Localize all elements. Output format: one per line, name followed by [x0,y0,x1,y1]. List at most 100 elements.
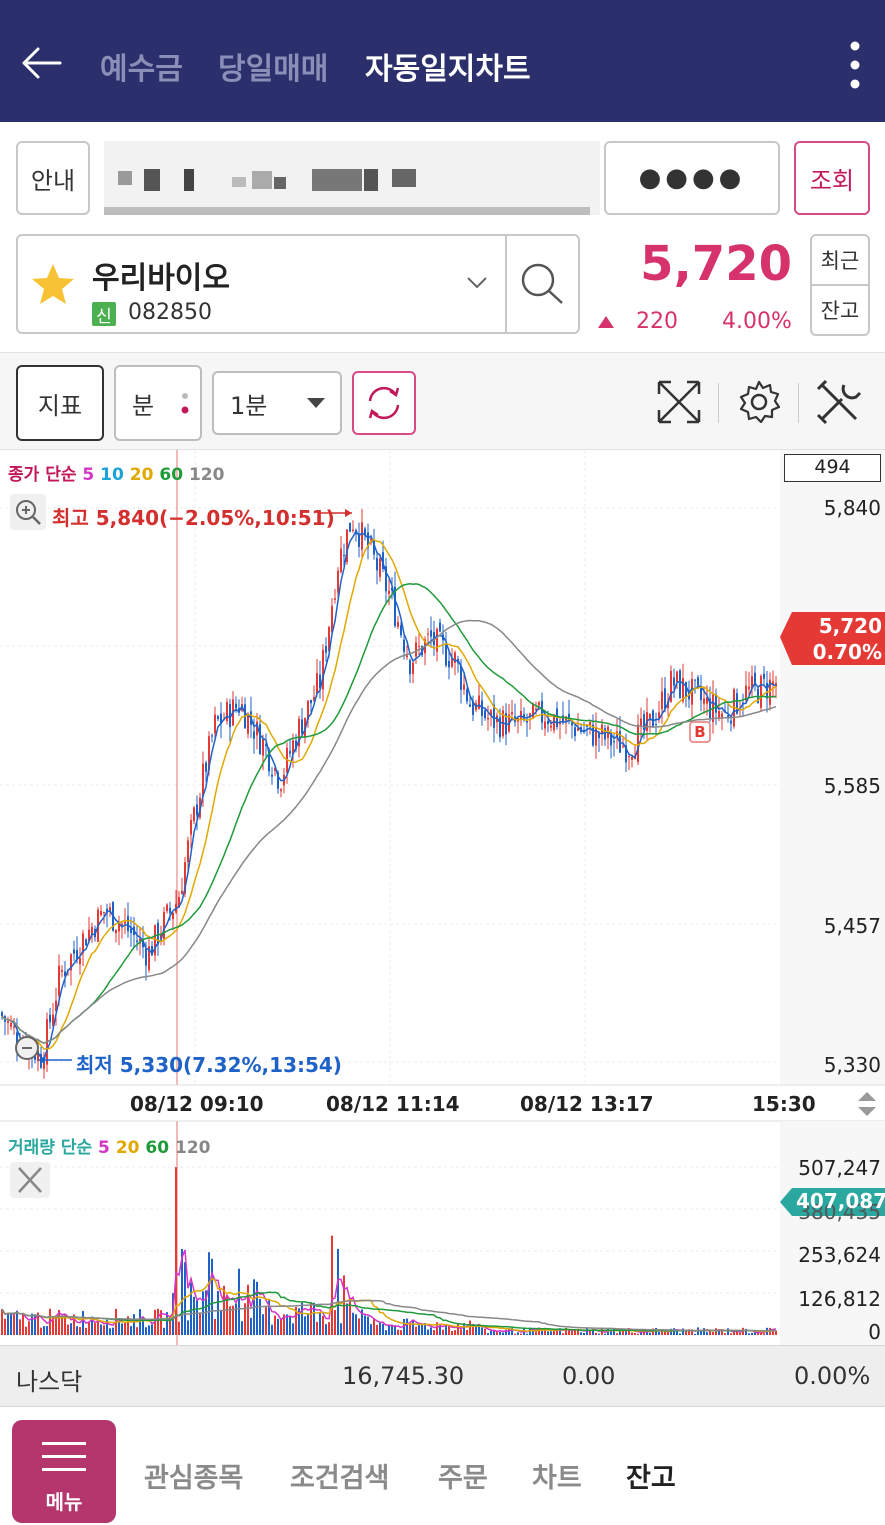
candle-body [148,946,150,971]
guide-button[interactable]: 안내 [16,141,90,215]
volume-bar [589,1329,591,1335]
price-chart[interactable] [0,450,885,1345]
candle-body [55,1000,57,1011]
indicator-button[interactable]: 지표 [16,365,104,441]
tab-day-trade[interactable]: 당일매매 [218,52,329,87]
volume-bar [226,1294,228,1335]
index-ticker-bar[interactable]: 나스닥 16,745.30 0.00 0.00% [0,1345,885,1407]
volume-bar [31,1313,33,1335]
nav-chart[interactable]: 차트 [532,1463,582,1494]
volume-bar [412,1320,414,1335]
app-header: 예수금 당일매매 자동일지차트 [0,0,885,122]
volume-bar [208,1252,210,1335]
candle-body [472,701,474,715]
candle-body [529,713,531,717]
nav-condition-search[interactable]: 조건검색 [290,1463,390,1494]
candle-body [766,682,768,699]
resize-updown-icon[interactable] [856,1090,878,1118]
expand-icon[interactable] [656,379,702,425]
volume-bar [292,1323,294,1335]
zoom-in-icon[interactable] [10,494,46,530]
refresh-button[interactable] [352,371,416,435]
more-vertical-icon[interactable] [848,40,862,90]
candle-body [70,954,72,971]
tab-deposit[interactable]: 예수금 [100,52,183,87]
zoom-out-icon[interactable] [12,1033,44,1065]
volume-bar [211,1258,213,1335]
candle-body [364,528,366,536]
candle-body [469,704,471,707]
candle-body [16,1032,18,1047]
volume-bar [721,1330,723,1335]
volume-bar [667,1331,669,1335]
volume-bar [481,1327,483,1335]
volume-bar [502,1332,504,1335]
gear-icon[interactable] [736,379,782,425]
x-tick-1114: 08/12 11:14 [326,1092,460,1116]
volume-bar [451,1330,453,1335]
volume-bar [178,1321,180,1335]
guide-button-label: 안내 [30,166,76,195]
close-icon[interactable] [10,1162,50,1198]
unit-dots-icon [181,393,189,414]
volume-bar [616,1333,618,1335]
tools-icon[interactable] [816,379,862,425]
recent-button-label: 최근 [820,249,860,273]
buy-marker-box[interactable] [689,721,711,743]
candle-body [118,924,120,932]
volume-bar [610,1329,612,1335]
volume-bar [91,1316,93,1335]
volume-bar [373,1318,375,1335]
favorite-star-icon[interactable] [30,262,76,306]
volume-bar [43,1326,45,1335]
volume-bar [559,1328,561,1335]
chevron-down-icon[interactable] [466,276,488,290]
candle-body [721,713,723,718]
query-button[interactable]: 조회 [794,141,870,215]
price-legend[interactable]: 종가 단순 5 10 20 60 120 [8,460,224,485]
account-selector[interactable] [104,141,600,215]
tab-auto-journal-chart[interactable]: 자동일지차트 [365,52,531,87]
candle-body [91,927,93,936]
volume-bar [175,1167,177,1335]
volume-legend-ma20: 20 [115,1138,140,1158]
nav-balance[interactable]: 잔고 [626,1463,676,1494]
volume-bar [88,1322,90,1335]
volume-bar [625,1330,627,1335]
volume-bar [367,1316,369,1335]
candle-body [193,807,195,822]
unit-button-label: 분 [132,391,155,420]
interval-select[interactable]: 1분 [212,371,342,435]
password-field[interactable]: ●●●● [604,141,780,215]
volume-bar [562,1333,564,1335]
volume-legend[interactable]: 거래량 단순 5 20 60 120 [8,1133,211,1158]
hamburger-icon [42,1442,86,1471]
bottom-navigation: 메뉴 관심종목 조건검색 주문 차트 잔고 [0,1408,885,1525]
volume-bar [67,1324,69,1335]
volume-bar [448,1324,450,1335]
nav-order[interactable]: 주문 [438,1463,488,1494]
candle-body [661,691,663,710]
volume-bar [280,1318,282,1335]
menu-button[interactable]: 메뉴 [12,1420,116,1523]
search-icon[interactable] [518,260,568,308]
volume-bar [34,1314,36,1335]
back-arrow-icon[interactable] [18,40,64,86]
candle-body [697,677,699,686]
count-box: 494 [784,454,881,482]
candle-body [160,934,162,940]
candle-body [481,700,483,716]
volume-bar [319,1312,321,1335]
volume-bar [166,1312,168,1335]
volume-bar [682,1328,684,1335]
volume-bar [472,1325,474,1335]
candle-body [154,924,156,956]
unit-button[interactable]: 분 [114,365,202,441]
volume-bar [403,1318,405,1335]
volume-bar [199,1313,201,1335]
candle-body [127,915,129,932]
balance-button[interactable]: 잔고 [810,284,870,336]
candle-body [415,642,417,657]
nav-watchlist[interactable]: 관심종목 [144,1463,244,1494]
recent-button[interactable]: 최근 [810,234,870,286]
